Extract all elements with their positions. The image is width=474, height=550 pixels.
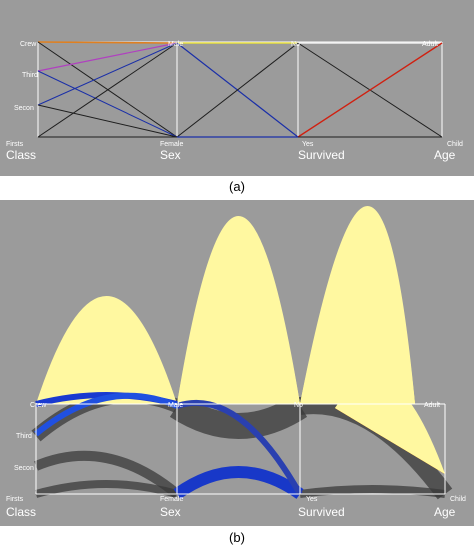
line-class-sex-0 bbox=[37, 41, 178, 44]
label-a-no: No bbox=[291, 41, 300, 48]
label-a-male: Male bbox=[168, 41, 183, 48]
shadow-bundle-secon-female bbox=[34, 450, 181, 498]
line-class-sex-3 bbox=[37, 70, 178, 138]
label-b-adult: Adult bbox=[424, 402, 440, 409]
axis-title-b-class: Class bbox=[6, 505, 36, 519]
axis-title-b-survived: Survived bbox=[298, 505, 345, 519]
label-b-firsts: Firsts bbox=[6, 496, 24, 503]
arc-female-yes-blue bbox=[173, 466, 304, 499]
label-a-third: Third bbox=[22, 72, 38, 79]
label-a-adult: Adult bbox=[422, 41, 438, 48]
axis-title-a-survived: Survived bbox=[298, 148, 345, 162]
line-survived-age-2 bbox=[297, 42, 443, 138]
panel-a-parallel-coordinates: Crew Third Secon Firsts Male Female No Yes Adult… bbox=[0, 0, 474, 176]
parallel-coordinates-lines-plot: Crew Third Secon Firsts Male Female No Yes Adult… bbox=[6, 41, 463, 162]
shadow-bundle-yes-child bbox=[299, 485, 446, 498]
shadow-bundle-firsts-female bbox=[34, 480, 179, 498]
label-a-secon: Secon bbox=[14, 105, 34, 112]
caption-b: (b) bbox=[229, 530, 245, 545]
arc-third-male-blue bbox=[34, 392, 179, 437]
label-a-female: Female bbox=[160, 141, 183, 148]
label-b-yes: Yes bbox=[306, 496, 318, 503]
parallel-sets-arcs-plot: Crew Third Secon Firsts Male Female No Yes Adult… bbox=[6, 206, 466, 519]
axis-title-a-class: Class bbox=[6, 148, 36, 162]
line-class-sex-2 bbox=[37, 42, 178, 72]
label-a-firsts: Firsts bbox=[6, 141, 24, 148]
line-class-sex-4 bbox=[37, 42, 178, 106]
label-a-crew: Crew bbox=[20, 41, 37, 48]
shadow-bundle-male-no bbox=[169, 394, 308, 439]
arc-class-sex-layer-21 bbox=[36, 296, 177, 404]
arc-male-yes-blue bbox=[176, 399, 303, 496]
label-a-child: Child bbox=[447, 141, 463, 148]
axis-title-b-sex: Sex bbox=[160, 505, 181, 519]
axis-title-b-age: Age bbox=[434, 505, 456, 519]
label-b-secon: Secon bbox=[14, 465, 34, 472]
panel-b-parallel-sets-arcs: Crew Third Secon Firsts Male Female No Yes Adult… bbox=[0, 200, 474, 526]
arc-yes-adult-layer-11 bbox=[335, 377, 445, 474]
label-b-female: Female bbox=[160, 496, 183, 503]
line-sex-survived-2 bbox=[176, 42, 299, 138]
arc-sex-survived-layer-25 bbox=[177, 216, 300, 404]
axis-title-a-age: Age bbox=[434, 148, 456, 162]
line-class-sex-6 bbox=[37, 42, 178, 138]
caption-a: (a) bbox=[229, 179, 245, 194]
label-b-child: Child bbox=[450, 496, 466, 503]
line-class-sex-5 bbox=[37, 104, 178, 138]
label-b-third: Third bbox=[16, 433, 32, 440]
arc-survived-age-layer-25 bbox=[300, 206, 415, 404]
label-b-male: Male bbox=[168, 402, 183, 409]
label-a-yes: Yes bbox=[302, 141, 314, 148]
label-b-no: No bbox=[294, 402, 303, 409]
axis-title-a-sex: Sex bbox=[160, 148, 181, 162]
label-b-crew: Crew bbox=[30, 402, 47, 409]
